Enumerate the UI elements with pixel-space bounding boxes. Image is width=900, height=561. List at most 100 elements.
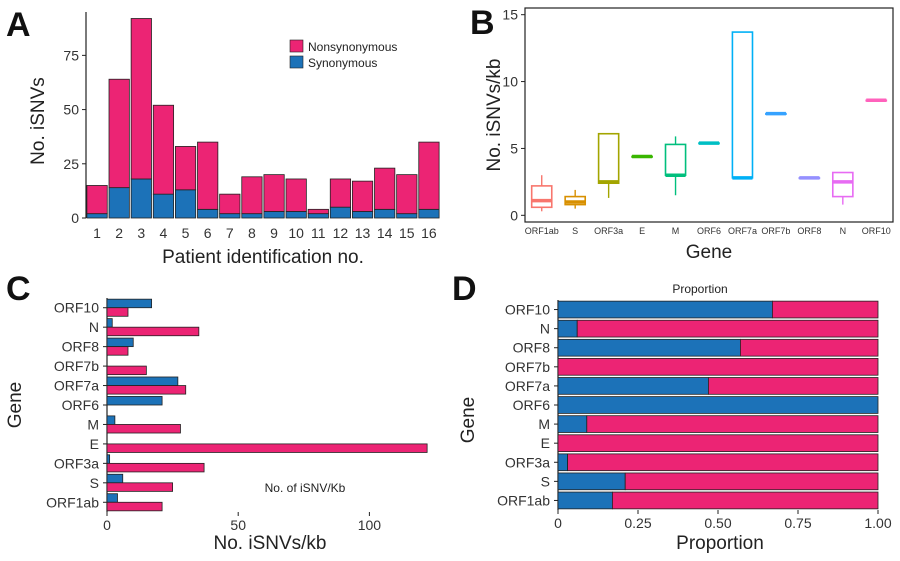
bar-d-synonymous [557, 491, 613, 510]
panel-letter-b: B [470, 4, 495, 42]
tick-label-b-x: S [572, 226, 578, 236]
tick-label-d-x: 0.25 [624, 515, 651, 531]
axis-title-d-y: Gene [458, 397, 479, 443]
bar-d-nonsynonymous [624, 472, 879, 491]
tick-label-c-y: ORF3a [54, 455, 99, 471]
axis-title-b-y: No. iSNVs/kb [484, 59, 505, 172]
legend-label-synonymous: Synonymous [308, 56, 377, 70]
bar-c-synonymous [106, 396, 163, 406]
bar-a-synonymous [130, 178, 152, 219]
tick-label-a-x: 3 [137, 225, 145, 241]
legend-swatch-synonymous [289, 55, 304, 69]
bar-a-synonymous [396, 213, 418, 219]
bar-c-nonsynonymous [106, 501, 163, 512]
bar-d-nonsynonymous [557, 358, 879, 376]
box-b-n [831, 171, 854, 198]
bar-d-nonsynonymous [576, 319, 879, 338]
bar-a-nonsynonymous [329, 178, 352, 208]
tick-label-b-x: ORF10 [862, 226, 891, 236]
tick-label-a-x: 9 [270, 225, 278, 241]
tick-label-d-x: 1.00 [864, 515, 891, 531]
bar-c-nonsynonymous [106, 326, 200, 337]
box-b-orf7a [731, 31, 754, 179]
tick-label-d-y: ORF10 [505, 302, 550, 318]
tick-label-a-x: 4 [160, 225, 168, 241]
tick-label-c-y: ORF7b [54, 358, 99, 374]
bar-a-synonymous [307, 213, 329, 219]
annotation-c: No. of iSNV/Kb [265, 481, 346, 495]
tick-label-a-x: 12 [333, 225, 349, 241]
bar-c-nonsynonymous [106, 462, 205, 473]
tick-label-c-y: ORF7a [54, 378, 99, 394]
tick-label-c-y: E [90, 436, 99, 452]
bar-d-synonymous [557, 377, 709, 395]
axis-title-a-x: Patient identification no. [162, 247, 364, 268]
tick-label-c-y: N [89, 319, 99, 335]
bar-a-nonsynonymous [197, 141, 219, 210]
panel-letter-a: A [6, 6, 31, 44]
tick-label-a-x: 15 [399, 225, 415, 241]
tick-label-a-y: 75 [63, 47, 79, 63]
tick-label-d-y: ORF7a [505, 378, 550, 394]
bar-d-synonymous [557, 472, 626, 491]
tick-label-b-y: 0 [510, 207, 518, 223]
bar-a-nonsynonymous [108, 78, 130, 189]
bar-a-synonymous [263, 211, 285, 219]
bar-a-synonymous [418, 208, 440, 219]
tick-label-a-x: 6 [204, 225, 212, 241]
bar-a-nonsynonymous [351, 180, 374, 212]
bar-d-nonsynonymous [567, 453, 879, 472]
bar-a-nonsynonymous [152, 104, 175, 195]
tick-label-b-x: ORF8 [797, 226, 821, 236]
tick-label-a-x: 16 [421, 225, 437, 241]
bar-a-synonymous [197, 208, 219, 219]
tick-label-d-y: ORF3a [505, 454, 550, 470]
bar-a-synonymous [86, 213, 108, 219]
bar-a-synonymous [108, 187, 130, 219]
bar-a-nonsynonymous [263, 174, 285, 212]
bar-d-synonymous [557, 300, 773, 319]
bar-c-nonsynonymous [106, 346, 129, 356]
tick-label-d-y: N [540, 321, 550, 337]
bar-a-nonsynonymous [241, 176, 263, 215]
tick-label-d-y: ORF1ab [497, 492, 550, 508]
tick-label-c-x: 100 [358, 517, 382, 533]
tick-label-a-y: 25 [63, 156, 79, 172]
legend-swatch-nonsynonymous [289, 39, 304, 53]
bar-c-synonymous [106, 337, 134, 348]
bar-a-nonsynonymous [86, 185, 108, 215]
tick-label-b-x: ORF3a [594, 226, 623, 236]
box-b-orf3a [597, 132, 620, 185]
bar-a-synonymous [374, 208, 396, 219]
bar-c-nonsynonymous [106, 443, 428, 453]
tick-label-c-y: ORF10 [54, 300, 99, 316]
bar-d-nonsynonymous [772, 300, 879, 319]
axis-title-c-y: Gene [5, 382, 26, 428]
bar-a-nonsynonymous [307, 208, 329, 215]
bar-a-nonsynonymous [374, 167, 396, 210]
axis-title-c-x: No. iSNVs/kb [214, 533, 327, 554]
tick-label-a-y: 50 [63, 102, 79, 118]
tick-label-d-y: ORF6 [513, 397, 551, 413]
bar-a-synonymous [351, 211, 374, 219]
bar-c-synonymous [106, 473, 124, 484]
tick-label-a-x: 14 [377, 225, 393, 241]
tick-label-d-x: 0.50 [704, 515, 731, 531]
bar-a-synonymous [285, 211, 307, 219]
bar-c-nonsynonymous [106, 307, 129, 317]
tick-label-c-y: ORF1ab [46, 494, 99, 510]
bar-d-nonsynonymous [708, 377, 879, 395]
tick-label-d-y: M [538, 416, 550, 432]
bar-a-nonsynonymous [219, 193, 241, 215]
bar-a-nonsynonymous [396, 174, 418, 215]
plot-frame-b [524, 7, 894, 223]
tick-label-c-x: 0 [103, 517, 111, 533]
bar-a-synonymous [174, 189, 197, 219]
bar-d-nonsynonymous [740, 338, 879, 357]
bar-a-nonsynonymous [285, 178, 307, 212]
tick-label-b-y: 10 [502, 74, 518, 90]
tick-label-d-x: 0.75 [784, 515, 811, 531]
bar-c-synonymous [106, 298, 153, 309]
tick-label-b-x: ORF6 [697, 226, 721, 236]
